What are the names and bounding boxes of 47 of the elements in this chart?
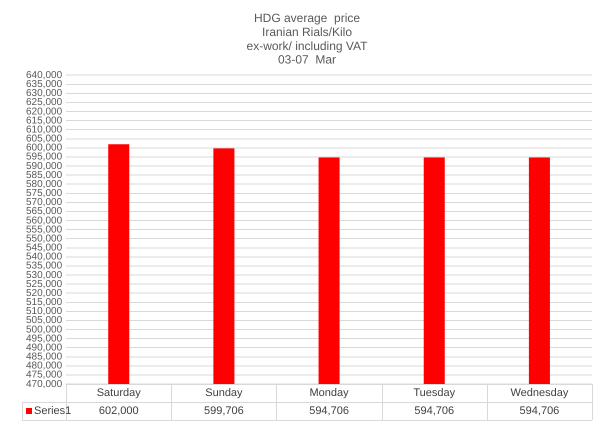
chart-title: HDG average price Iranian Rials/Kilo ex-work/ including VAT 03-07 Mar [246,11,368,67]
data-label: 594,706 [414,405,454,418]
y-tick-label: 585,000 [26,170,63,181]
y-tick-label: 480,000 [26,360,63,372]
y-tick-label: 525,000 [26,278,63,290]
y-tick-label: 560,000 [26,215,63,226]
y-tick-label: 500,000 [26,324,63,336]
y-tick-label: 580,000 [26,178,63,190]
x-tick-label: Saturday [96,387,142,400]
y-tick-label: 555,000 [26,224,63,236]
x-tick-label: Sunday [205,387,244,400]
y-tick-label: 570,000 [26,197,63,208]
y-tick-label: 520,000 [26,288,63,299]
y-tick-label: 475,000 [26,370,63,381]
data-label: 594,706 [520,405,560,418]
y-tick-label: 635,000 [26,79,63,90]
y-tick-label: 550,000 [26,233,63,244]
y-tick-label: 530,000 [26,270,63,281]
y-tick-label: 510,000 [26,306,63,318]
y-tick-label: 485,000 [26,352,63,363]
y-tick-label: 625,000 [26,97,63,108]
x-tick-label: Monday [310,387,350,400]
y-tick-label: 470,000 [26,378,63,390]
x-tick-label: Tuesday [413,387,456,400]
y-tick-label: 595,000 [26,152,63,163]
data-label: 594,706 [309,405,349,418]
y-tick-label: 590,000 [26,160,63,172]
y-tick-label: 640,000 [26,70,63,81]
y-tick-label: 505,000 [26,315,63,326]
y-tick-label: 600,000 [26,142,63,154]
y-tick-label: 605,000 [26,134,63,145]
y-tick-label: 495,000 [26,333,63,344]
y-tick-label: 615,000 [26,115,63,126]
data-label: 602,000 [98,405,139,418]
x-tick-label: Wednesday [510,387,569,400]
y-tick-label: 545,000 [26,242,63,254]
data-label: 599,706 [204,405,244,418]
y-tick-label: 490,000 [26,342,63,354]
y-tick-label: 630,000 [26,88,63,100]
y-tick-label: 565,000 [26,206,63,218]
y-tick-label: 515,000 [26,297,63,308]
legend-label: Series1 [34,405,72,418]
y-tick-label: 540,000 [26,252,63,263]
y-tick-label: 620,000 [26,106,63,118]
y-tick-label: 610,000 [26,124,63,136]
y-tick-label: 535,000 [26,260,63,272]
y-tick-label: 575,000 [26,188,63,200]
